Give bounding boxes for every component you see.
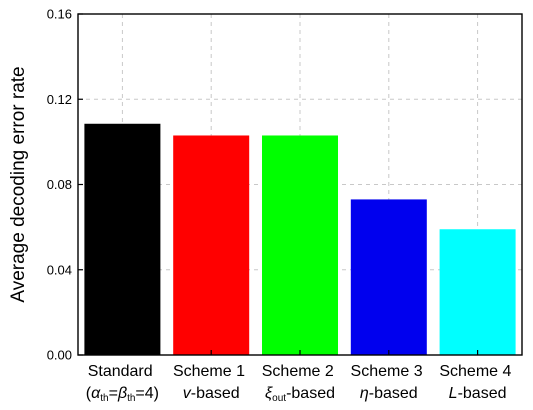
category-label-scheme-1: Scheme 1 v-based: [173, 363, 250, 402]
y-tick-label: 0.16: [47, 7, 72, 22]
y-axis-ticks: [78, 13, 479, 356]
y-tick-label: 0.08: [47, 177, 72, 192]
category-label-scheme-4: Scheme 4 L-based: [439, 363, 515, 402]
category-label-scheme-3: Scheme 3 η-based: [351, 363, 428, 402]
x-axis-category-labels: Standard (αth=βth=4) Scheme 1 v-based Sc…: [86, 363, 515, 404]
bar-3: [262, 135, 338, 355]
category-label-scheme-2: Scheme 2 ξout-based: [262, 363, 339, 404]
bar-2: [173, 135, 250, 355]
category-label-standard: Standard (αth=βth=4): [86, 363, 159, 404]
y-tick-label: 0.04: [47, 262, 72, 277]
bars: [84, 123, 516, 356]
bar-4: [350, 199, 427, 355]
y-tick-label: 0.00: [47, 348, 72, 363]
y-tick-label: 0.12: [47, 92, 72, 107]
bar-1: [84, 123, 161, 356]
y-axis-tick-labels: 0.00 0.04 0.08 0.12 0.16: [47, 7, 72, 363]
y-axis-title: Average decoding error rate: [8, 66, 29, 302]
bar-5: [439, 229, 516, 355]
